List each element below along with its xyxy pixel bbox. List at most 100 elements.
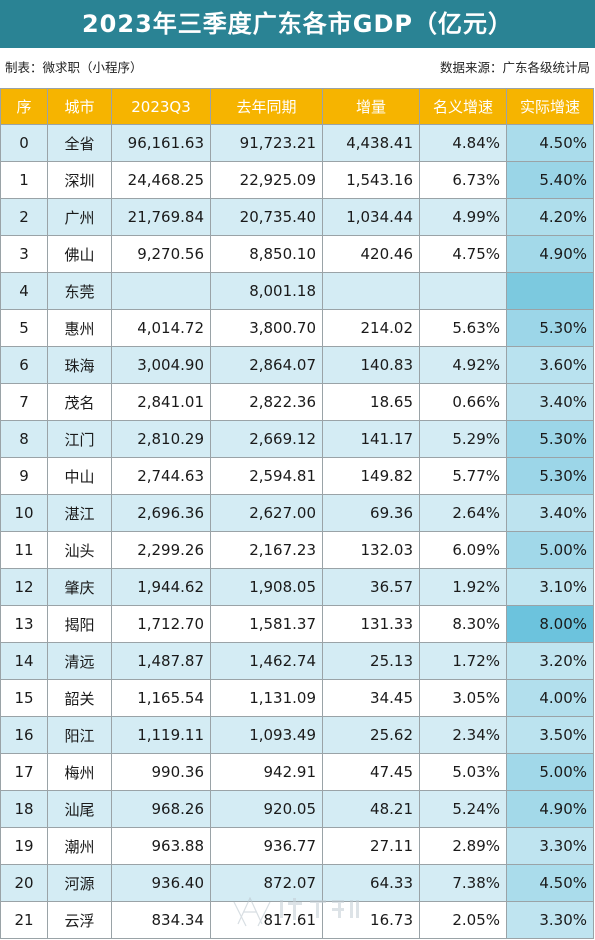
cell-city: 梅州 <box>47 753 112 791</box>
cell-idx: 19 <box>0 827 48 865</box>
cell-q3: 936.40 <box>111 864 211 902</box>
cell-idx: 2 <box>0 198 48 236</box>
header-increase: 增量 <box>322 88 420 125</box>
cell-prev: 1,131.09 <box>210 679 323 717</box>
cell-idx: 18 <box>0 790 48 828</box>
cell-prev: 2,669.12 <box>210 420 323 458</box>
table-body: 0 全省 96,161.63 91,723.21 4,438.41 4.84% 4.50% 1… <box>0 124 594 939</box>
cell-increase: 47.45 <box>322 753 420 791</box>
cell-real: 3.30% <box>506 901 594 939</box>
cell-city: 云浮 <box>47 901 112 939</box>
cell-city: 潮州 <box>47 827 112 865</box>
cell-city: 清远 <box>47 642 112 680</box>
cell-increase: 141.17 <box>322 420 420 458</box>
cell-prev: 936.77 <box>210 827 323 865</box>
cell-prev: 8,001.18 <box>210 272 323 310</box>
cell-increase: 34.45 <box>322 679 420 717</box>
cell-nominal: 4.84% <box>419 124 507 162</box>
table-row: 0 全省 96,161.63 91,723.21 4,438.41 4.84% 4.50% <box>0 124 594 162</box>
cell-q3: 1,487.87 <box>111 642 211 680</box>
cell-real: 3.20% <box>506 642 594 680</box>
cell-real: 5.40% <box>506 161 594 199</box>
cell-prev: 2,822.36 <box>210 383 323 421</box>
cell-nominal: 4.92% <box>419 346 507 384</box>
cell-real: 5.00% <box>506 531 594 569</box>
cell-increase: 132.03 <box>322 531 420 569</box>
cell-q3: 963.88 <box>111 827 211 865</box>
cell-prev: 8,850.10 <box>210 235 323 273</box>
cell-idx: 4 <box>0 272 48 310</box>
cell-idx: 21 <box>0 901 48 939</box>
cell-city: 深圳 <box>47 161 112 199</box>
cell-real: 4.50% <box>506 864 594 902</box>
cell-real <box>506 272 594 310</box>
table-row: 10 湛江 2,696.36 2,627.00 69.36 2.64% 3.40% <box>0 494 594 532</box>
cell-city: 珠海 <box>47 346 112 384</box>
header-city: 城市 <box>47 88 112 125</box>
cell-q3: 1,119.11 <box>111 716 211 754</box>
table-row: 2 广州 21,769.84 20,735.40 1,034.44 4.99% 4.20% <box>0 198 594 236</box>
maker-note: 制表：微求职（小程序） <box>5 60 143 75</box>
cell-real: 3.10% <box>506 568 594 606</box>
cell-idx: 8 <box>0 420 48 458</box>
cell-nominal: 7.38% <box>419 864 507 902</box>
cell-increase: 69.36 <box>322 494 420 532</box>
cell-q3 <box>111 272 211 310</box>
cell-prev: 942.91 <box>210 753 323 791</box>
cell-prev: 2,167.23 <box>210 531 323 569</box>
cell-nominal: 2.05% <box>419 901 507 939</box>
source-note: 数据来源：广东各级统计局 <box>439 60 590 75</box>
meta-bar: 制表：微求职（小程序） 数据来源：广东各级统计局 <box>0 48 595 88</box>
header-prev: 去年同期 <box>210 88 323 125</box>
cell-city: 佛山 <box>47 235 112 273</box>
cell-q3: 24,468.25 <box>111 161 211 199</box>
cell-increase <box>322 272 420 310</box>
gdp-table: 序 城市 2023Q3 去年同期 增量 名义增速 实际增速 0 全省 96,161.… <box>0 88 594 939</box>
cell-increase: 1,034.44 <box>322 198 420 236</box>
cell-city: 茂名 <box>47 383 112 421</box>
table-row: 6 珠海 3,004.90 2,864.07 140.83 4.92% 3.60% <box>0 346 594 384</box>
table-row: 3 佛山 9,270.56 8,850.10 420.46 4.75% 4.90% <box>0 235 594 273</box>
cell-prev: 1,581.37 <box>210 605 323 643</box>
table-row: 16 阳江 1,119.11 1,093.49 25.62 2.34% 3.50% <box>0 716 594 754</box>
cell-nominal: 3.05% <box>419 679 507 717</box>
cell-prev: 872.07 <box>210 864 323 902</box>
cell-q3: 968.26 <box>111 790 211 828</box>
cell-city: 广州 <box>47 198 112 236</box>
cell-nominal: 2.89% <box>419 827 507 865</box>
cell-idx: 12 <box>0 568 48 606</box>
cell-real: 5.30% <box>506 457 594 495</box>
cell-q3: 2,810.29 <box>111 420 211 458</box>
cell-idx: 15 <box>0 679 48 717</box>
cell-prev: 1,093.49 <box>210 716 323 754</box>
cell-prev: 91,723.21 <box>210 124 323 162</box>
cell-city: 湛江 <box>47 494 112 532</box>
header-nominal: 名义增速 <box>419 88 507 125</box>
cell-increase: 25.13 <box>322 642 420 680</box>
cell-nominal: 0.66% <box>419 383 507 421</box>
cell-idx: 6 <box>0 346 48 384</box>
cell-increase: 140.83 <box>322 346 420 384</box>
cell-real: 4.00% <box>506 679 594 717</box>
cell-nominal: 4.75% <box>419 235 507 273</box>
cell-real: 4.20% <box>506 198 594 236</box>
cell-idx: 20 <box>0 864 48 902</box>
cell-city: 东莞 <box>47 272 112 310</box>
cell-real: 5.00% <box>506 753 594 791</box>
table-row: 12 肇庆 1,944.62 1,908.05 36.57 1.92% 3.10% <box>0 568 594 606</box>
cell-nominal: 2.64% <box>419 494 507 532</box>
cell-q3: 2,744.63 <box>111 457 211 495</box>
cell-real: 3.40% <box>506 494 594 532</box>
cell-prev: 2,594.81 <box>210 457 323 495</box>
cell-real: 5.30% <box>506 309 594 347</box>
table-row: 17 梅州 990.36 942.91 47.45 5.03% 5.00% <box>0 753 594 791</box>
page-title: 2023年三季度广东各市GDP（亿元） <box>0 0 595 48</box>
cell-nominal: 6.73% <box>419 161 507 199</box>
cell-real: 3.30% <box>506 827 594 865</box>
table-row: 20 河源 936.40 872.07 64.33 7.38% 4.50% <box>0 864 594 902</box>
cell-real: 4.50% <box>506 124 594 162</box>
cell-city: 汕尾 <box>47 790 112 828</box>
cell-increase: 149.82 <box>322 457 420 495</box>
cell-increase: 64.33 <box>322 864 420 902</box>
